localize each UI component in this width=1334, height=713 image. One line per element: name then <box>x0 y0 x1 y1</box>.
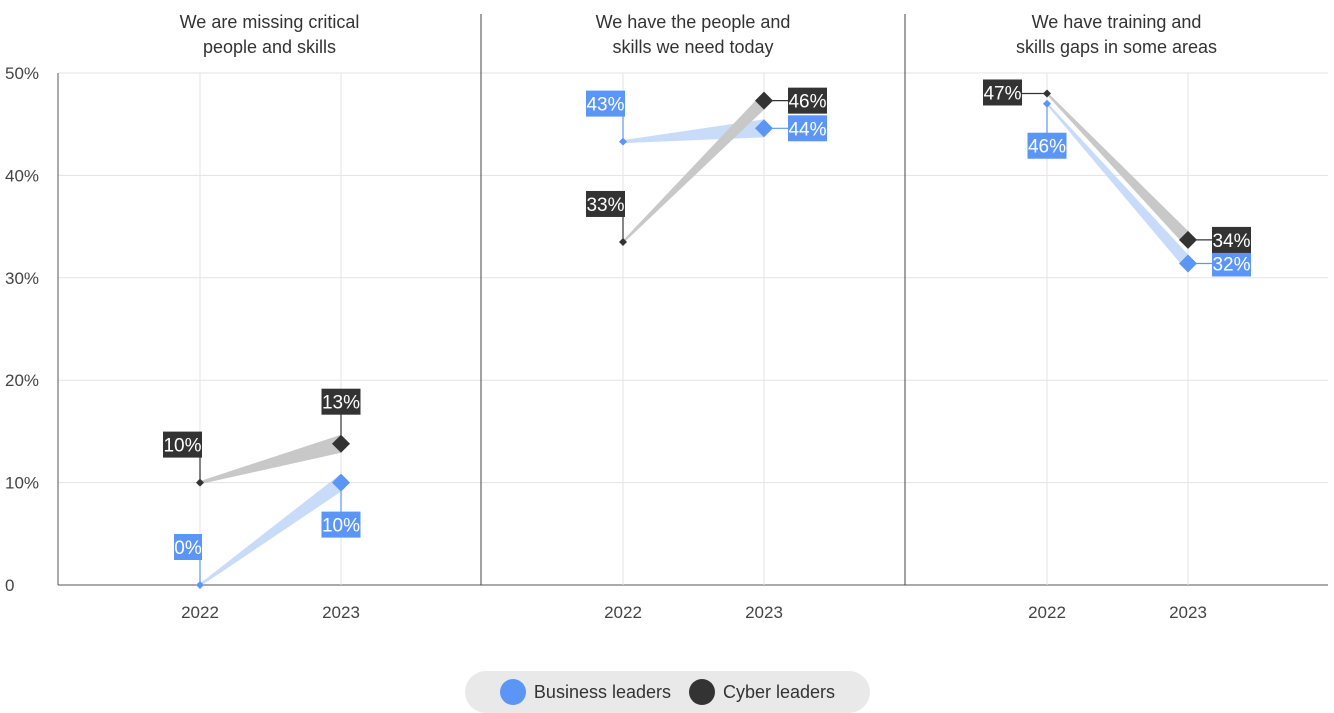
data-label: 34% <box>1212 226 1251 253</box>
data-label: 33% <box>586 190 625 217</box>
data-label-text: 44% <box>788 119 826 140</box>
data-label-text: 13% <box>322 393 360 414</box>
data-label: 47% <box>983 79 1022 106</box>
x-tick-label: 2023 <box>1169 603 1207 622</box>
data-label-text: 46% <box>788 92 826 113</box>
series-band-cyber <box>1047 91 1188 249</box>
data-label: 32% <box>1212 250 1251 277</box>
data-label-box <box>1027 132 1067 159</box>
legend-label-cyber: Cyber leaders <box>723 681 836 702</box>
y-tick-label: 50% <box>5 64 39 83</box>
data-label-box <box>788 87 827 114</box>
data-label: 13% <box>321 388 361 415</box>
data-label: 10% <box>163 431 202 458</box>
series-band-business <box>1047 102 1188 273</box>
series-band-business <box>200 473 341 587</box>
data-label: 10% <box>321 511 361 538</box>
data-label-text: 47% <box>983 83 1021 104</box>
x-tick-label: 2022 <box>604 603 642 622</box>
data-label: 44% <box>788 115 827 142</box>
data-label-box <box>586 190 625 217</box>
data-label-text: 10% <box>163 436 201 457</box>
data-label-box <box>586 90 625 117</box>
x-tick-label: 2023 <box>745 603 783 622</box>
panel-title: skills gaps in some areas <box>1016 37 1217 57</box>
y-tick-label: 40% <box>5 166 39 185</box>
panel-title: We have the people and <box>596 12 791 32</box>
x-tick-label: 2022 <box>1028 603 1066 622</box>
data-label: 46% <box>788 87 827 114</box>
series-band-cyber <box>200 434 341 485</box>
y-tick-label: 20% <box>5 371 39 390</box>
data-label-text: 34% <box>1212 231 1250 252</box>
legend-swatch-cyber <box>689 679 715 705</box>
x-tick-label: 2023 <box>322 603 360 622</box>
data-label-box <box>321 388 361 415</box>
y-tick-label: 30% <box>5 269 39 288</box>
data-label-box <box>1212 226 1251 253</box>
panel-title: We are missing critical <box>180 12 360 32</box>
legend-swatch-business <box>499 679 526 705</box>
legend: Business leaders Cyber leaders <box>465 671 870 713</box>
data-label-text: 43% <box>586 95 624 116</box>
data-label: 46% <box>1027 132 1067 159</box>
data-label-box <box>983 79 1022 106</box>
panel-title: people and skills <box>203 37 336 57</box>
panel-title: We have training and <box>1032 12 1202 32</box>
data-label-box <box>174 534 202 560</box>
data-label-box <box>1212 250 1251 277</box>
legend-item-business[interactable]: Business leaders <box>499 679 671 705</box>
data-label-box <box>321 511 361 538</box>
data-label-box <box>163 431 202 458</box>
series-band-cyber <box>623 91 764 244</box>
data-label-text: 32% <box>1212 254 1250 275</box>
data-label-text: 46% <box>1028 137 1066 158</box>
data-label-box <box>788 115 827 142</box>
y-tick-label: 0 <box>5 576 14 595</box>
panel-title: skills we need today <box>612 37 773 57</box>
data-label: 43% <box>586 90 625 117</box>
y-tick-label: 10% <box>5 474 39 493</box>
data-label-text: 10% <box>322 516 360 537</box>
data-label-text: 0% <box>174 538 202 559</box>
data-label-text: 33% <box>586 195 624 216</box>
data-label: 0% <box>174 534 202 560</box>
legend-label-business: Business leaders <box>533 681 671 702</box>
legend-item-cyber[interactable]: Cyber leaders <box>689 679 835 705</box>
x-tick-label: 2022 <box>181 603 219 622</box>
